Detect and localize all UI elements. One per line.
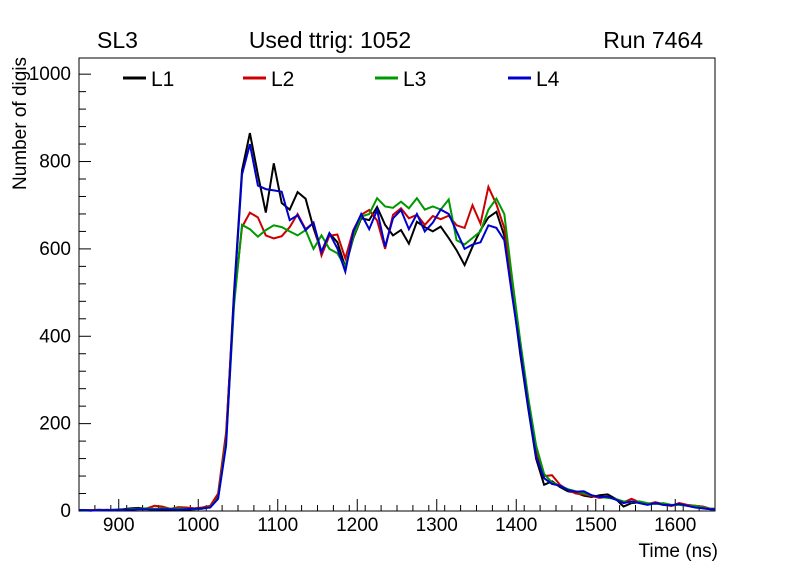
y-tick-label: 0 <box>60 501 71 522</box>
axis-ticks <box>79 73 700 512</box>
legend-label-l2: L2 <box>271 68 294 91</box>
x-tick-label: 1300 <box>416 515 458 536</box>
x-tick-label: 1600 <box>654 515 696 536</box>
legend-label-l4: L4 <box>536 68 560 91</box>
y-tick-label: 600 <box>39 239 71 260</box>
ttrig-title: Used ttrig: 1052 <box>249 27 411 53</box>
x-tick-label: 1100 <box>257 515 298 536</box>
legend-entry-l2: L2 <box>243 68 294 91</box>
x-tick-label: 1400 <box>495 515 537 536</box>
series-l3 <box>79 196 715 512</box>
superlayer-title: SL3 <box>97 27 138 53</box>
axis-tick-labels: 900 1000 1100 1200 1300 1400 1500 1600 0 200 400 60… <box>29 64 697 536</box>
legend-entry-l4: L4 <box>508 68 560 91</box>
y-tick-label: 400 <box>39 326 71 347</box>
series-l2 <box>79 183 715 512</box>
y-tick-label: 800 <box>39 152 71 173</box>
legend-entry-l3: L3 <box>375 68 426 91</box>
y-tick-label: 200 <box>39 414 71 435</box>
series-l4 <box>79 143 715 512</box>
x-tick-label: 1000 <box>177 515 219 536</box>
y-axis-title: Number of digis <box>10 57 31 190</box>
x-tick-label: 900 <box>103 515 135 536</box>
run-title: Run 7464 <box>603 27 703 53</box>
y-tick-label: 1000 <box>29 64 71 85</box>
data-curves <box>79 132 715 512</box>
x-tick-label: 1500 <box>575 515 617 536</box>
x-axis-title: Time (ns) <box>638 541 718 562</box>
legend-label-l3: L3 <box>403 68 426 91</box>
legend: L1 L2 L3 L4 <box>123 68 560 91</box>
series-l1 <box>79 132 715 512</box>
plot-frame <box>78 57 716 512</box>
legend-label-l1: L1 <box>151 68 174 91</box>
x-tick-label: 1200 <box>336 515 378 536</box>
legend-entry-l1: L1 <box>123 68 174 91</box>
